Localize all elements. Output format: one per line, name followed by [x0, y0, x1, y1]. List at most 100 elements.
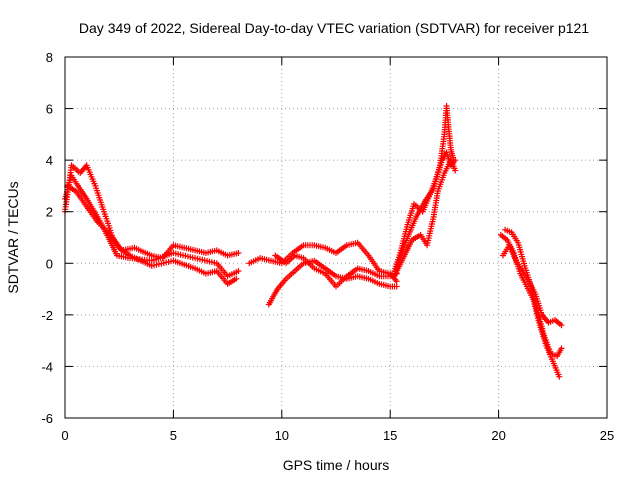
- series-markers: [497, 231, 563, 380]
- data-point: [107, 236, 109, 239]
- data-point: [550, 352, 552, 355]
- data-point: [86, 206, 88, 208]
- y-tick-label: -2: [41, 308, 53, 323]
- data-point: [172, 252, 174, 254]
- data-point: [335, 252, 337, 254]
- data-point: [346, 244, 348, 246]
- data-point: [560, 324, 563, 326]
- y-tick-label: 4: [46, 153, 53, 168]
- data-point: [420, 234, 422, 236]
- x-tick-label: 10: [275, 428, 289, 443]
- data-point: [259, 257, 261, 259]
- data-point: [276, 288, 279, 290]
- data-point: [313, 260, 315, 262]
- data-point: [560, 347, 563, 349]
- data-point: [454, 159, 456, 161]
- data-point: [448, 128, 450, 130]
- data-point: [96, 216, 99, 218]
- data-point: [378, 275, 380, 277]
- data-point: [558, 376, 560, 378]
- data-point: [237, 270, 239, 272]
- data-point: [413, 203, 415, 205]
- data-point: [526, 285, 528, 288]
- data-point: [415, 216, 417, 218]
- series-track-9: [391, 103, 457, 277]
- data-point: [506, 239, 508, 241]
- data-point: [324, 267, 326, 269]
- series-track-10: [497, 231, 563, 380]
- data-point: [537, 311, 539, 313]
- data-point: [205, 273, 207, 275]
- data-point: [515, 260, 517, 262]
- data-point: [424, 200, 426, 202]
- data-point: [216, 270, 218, 272]
- series-track-3: [64, 182, 240, 287]
- data-point: [521, 270, 524, 272]
- data-point: [396, 285, 398, 288]
- data-point: [378, 283, 380, 285]
- x-tick-label: 5: [170, 428, 177, 443]
- data-point: [313, 244, 315, 246]
- data-point: [367, 254, 370, 257]
- data-point: [172, 260, 174, 262]
- data-point: [400, 249, 402, 251]
- data-point: [357, 275, 359, 277]
- data-point: [268, 303, 270, 306]
- y-tick-label: 6: [46, 102, 53, 117]
- data-point: [541, 314, 543, 316]
- data-point: [302, 257, 305, 259]
- data-point: [237, 252, 239, 254]
- data-point: [443, 133, 445, 135]
- data-point: [454, 169, 456, 172]
- data-point: [285, 278, 287, 280]
- data-point: [103, 211, 105, 213]
- data-point: [227, 275, 229, 277]
- data-point: [504, 229, 506, 231]
- x-axis-label: GPS time / hours: [283, 457, 390, 473]
- data-point: [450, 159, 452, 161]
- data-point: [79, 172, 81, 174]
- data-point: [367, 278, 370, 280]
- data-point: [335, 285, 337, 288]
- data-point: [437, 190, 439, 192]
- plot-area: [62, 103, 565, 380]
- data-point: [426, 244, 428, 246]
- data-point: [357, 267, 359, 269]
- data-point: [274, 254, 276, 257]
- x-tick-label: 25: [600, 428, 614, 443]
- data-point: [194, 267, 196, 269]
- data-point: [554, 319, 556, 321]
- data-point: [389, 285, 391, 288]
- grid-lines: [65, 57, 607, 418]
- data-point: [70, 164, 73, 166]
- data-point: [389, 275, 391, 277]
- data-point: [378, 270, 380, 272]
- data-point: [543, 334, 545, 337]
- data-point: [75, 190, 77, 192]
- data-point: [94, 185, 96, 187]
- data-point: [194, 257, 196, 259]
- data-point: [216, 262, 218, 264]
- data-point: [194, 249, 196, 251]
- data-point: [77, 185, 79, 187]
- data-point: [86, 198, 88, 200]
- data-point: [324, 247, 326, 249]
- y-tick-label: 0: [46, 256, 53, 271]
- data-point: [116, 254, 118, 257]
- data-point: [547, 322, 550, 324]
- data-point: [216, 249, 218, 251]
- data-point: [517, 242, 519, 244]
- data-point: [511, 231, 513, 233]
- data-point: [367, 270, 370, 272]
- y-tick-label: 8: [46, 50, 53, 65]
- data-point: [406, 224, 409, 226]
- data-point: [433, 216, 435, 218]
- series-markers: [64, 182, 240, 287]
- data-point: [162, 257, 164, 259]
- data-point: [524, 265, 526, 267]
- y-tick-label: -6: [41, 411, 53, 426]
- data-point: [294, 270, 296, 272]
- y-axis-label: SDTVAR / TECUs: [5, 181, 21, 293]
- data-point: [86, 164, 88, 166]
